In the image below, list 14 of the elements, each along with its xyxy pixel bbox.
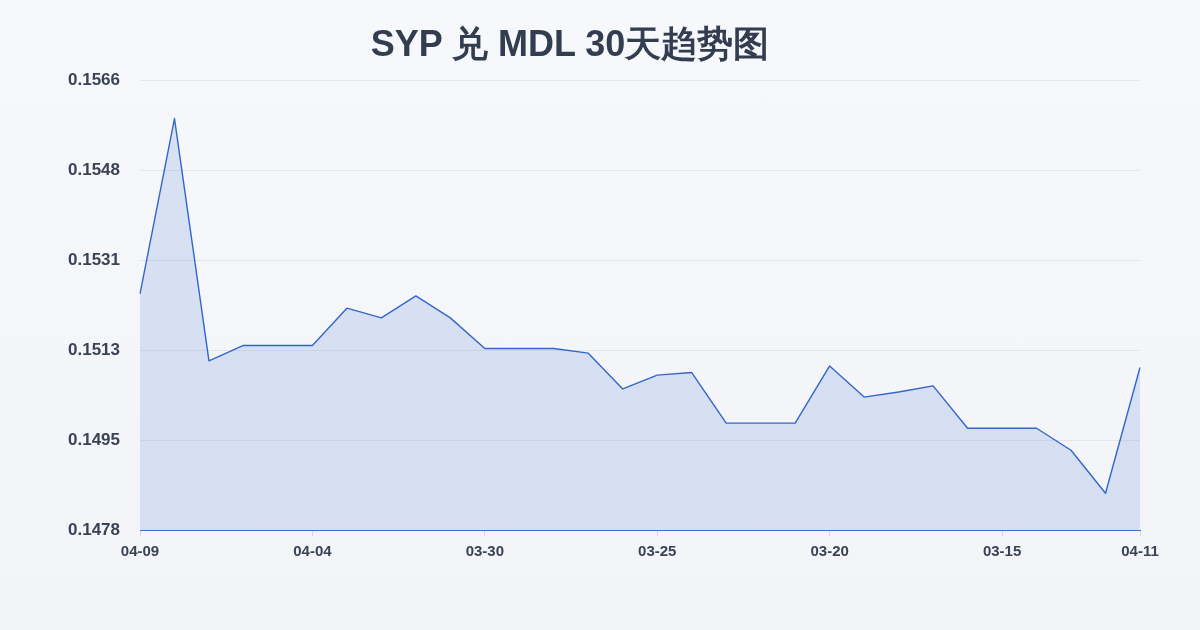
y-tick-label: 0.1478	[68, 519, 120, 539]
y-tick-label: 0.1548	[68, 159, 120, 179]
chart-title: SYP 兑 MDL 30天趋势图	[370, 22, 770, 64]
x-tick-label: 04-09	[120, 542, 160, 560]
x-tick-label: 03-30	[465, 542, 505, 560]
y-tick-label: 0.1566	[68, 69, 120, 89]
x-tick-label: 04-11	[1121, 542, 1159, 560]
y-tick-label: 0.1513	[68, 339, 120, 359]
x-tick-label: 03-20	[810, 542, 849, 560]
x-tick-label: 03-25	[638, 542, 677, 560]
y-tick-label: 0.1495	[68, 429, 120, 449]
x-tick-label: 04-04	[293, 542, 333, 560]
y-tick-label: 0.1531	[68, 249, 120, 269]
x-tick-label: 03-15	[982, 542, 1022, 560]
